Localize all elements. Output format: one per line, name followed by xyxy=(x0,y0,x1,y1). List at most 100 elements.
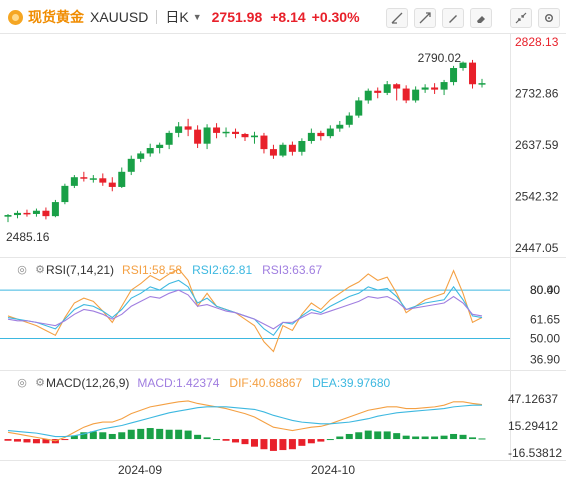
candle-body xyxy=(108,182,116,187)
price-change: +8.14 xyxy=(270,9,306,25)
settings-icon[interactable]: ⚙ xyxy=(35,377,45,389)
date-label: 2024-09 xyxy=(118,463,162,477)
macd-bar xyxy=(412,436,420,440)
rsi2-series xyxy=(7,279,483,337)
fullscreen-button[interactable] xyxy=(414,8,436,28)
eraser-icon xyxy=(477,16,485,23)
macd-bar xyxy=(317,439,325,442)
candle-body xyxy=(89,178,97,180)
candle-body xyxy=(250,135,258,138)
macd-bar xyxy=(250,439,258,447)
macd-bar xyxy=(383,431,391,440)
macd-bar xyxy=(32,439,40,444)
settings-button[interactable] xyxy=(538,8,560,28)
candle-body xyxy=(412,89,420,101)
candle-body xyxy=(156,144,164,149)
candle-body xyxy=(175,126,183,133)
draw-line-button[interactable] xyxy=(386,8,408,28)
candle-body xyxy=(345,115,353,125)
pen-button[interactable] xyxy=(442,8,464,28)
macd-bar xyxy=(203,437,211,440)
rsi3-series xyxy=(7,289,483,330)
macd-bar xyxy=(469,437,477,440)
macd-bar xyxy=(393,433,401,440)
macd-name: MACD(12,26,9) xyxy=(46,376,130,390)
period-selector[interactable]: 日K xyxy=(165,9,189,25)
candle-body xyxy=(61,185,69,203)
macd-bar xyxy=(326,439,334,441)
candle-body xyxy=(194,129,202,144)
macd-bar xyxy=(345,433,353,440)
macd-bar xyxy=(194,434,202,440)
macd-bar xyxy=(184,430,192,440)
candle-body xyxy=(450,68,458,83)
instrument-name[interactable]: 现货黄金 xyxy=(28,9,84,25)
macd-bar xyxy=(99,432,107,440)
price-axis-label: 2447.05 xyxy=(515,241,559,255)
date-label: 2024-10 xyxy=(311,463,355,477)
macd-bar xyxy=(364,430,372,440)
macd-bar xyxy=(80,432,88,440)
price-axis-label: 2637.59 xyxy=(515,138,559,152)
macd-bar xyxy=(118,432,126,440)
candle-body xyxy=(222,131,230,134)
candle-body xyxy=(279,144,287,156)
macd-bar xyxy=(127,429,135,440)
macd-bar xyxy=(213,439,221,441)
rsi-axis-label: 61.65 xyxy=(530,313,560,327)
pen-icon xyxy=(449,15,457,23)
candle-body xyxy=(469,62,477,85)
macd-bar xyxy=(70,435,78,440)
macd-bar xyxy=(232,439,240,443)
draw-line-icon xyxy=(391,12,403,24)
gold-coin-icon xyxy=(8,9,23,25)
macd-bar xyxy=(260,439,268,450)
macd-bar xyxy=(156,428,164,440)
candle-body xyxy=(326,128,334,137)
macd-bar xyxy=(478,438,486,440)
rsi-header: ◎ ⚙ RSI(7,14,21) RSI1:58.58 RSI2:62.81 R… xyxy=(0,261,332,279)
divider xyxy=(156,10,158,24)
macd-bar xyxy=(459,434,467,440)
macd-bar xyxy=(288,439,296,450)
candle-body xyxy=(42,210,50,217)
macd-bar xyxy=(241,439,249,445)
macd-bar xyxy=(355,432,363,440)
macd-header: ◎ ⚙ MACD(12,26,9) MACD:1.42374 DIF:40.68… xyxy=(0,374,400,392)
macd-bar xyxy=(175,429,183,440)
candle-body xyxy=(232,131,240,134)
macd-bar xyxy=(307,439,315,444)
rsi1-value: RSI1:58.58 xyxy=(122,263,183,277)
candle-body xyxy=(32,210,40,214)
candle-body xyxy=(298,140,306,152)
macd-bar xyxy=(146,428,154,440)
rsi2-value: RSI2:62.81 xyxy=(192,263,253,277)
macd-bar xyxy=(137,428,145,440)
rsi3-value: RSI3:63.67 xyxy=(262,263,323,277)
macd-bar xyxy=(269,439,277,451)
eye-icon[interactable]: ◎ xyxy=(17,377,27,389)
candle-body xyxy=(99,178,107,183)
rsi1-series xyxy=(7,268,483,353)
candle-body xyxy=(307,132,315,141)
chevron-down-icon[interactable]: ▼ xyxy=(192,12,202,22)
rsi-axis-label: 80.40 xyxy=(530,283,560,297)
price-axis-label: 2732.86 xyxy=(515,87,559,101)
settings-icon[interactable]: ⚙ xyxy=(35,264,45,276)
candle-body xyxy=(184,126,192,130)
rsi-axis-label: 50.00 xyxy=(530,332,560,346)
macd-axis-label: 15.29412 xyxy=(508,419,558,433)
eraser-button[interactable] xyxy=(470,8,492,28)
candle-body xyxy=(127,158,135,172)
collapse-button[interactable] xyxy=(510,8,532,28)
rsi-name: RSI(7,14,21) xyxy=(46,263,115,277)
eye-icon[interactable]: ◎ xyxy=(17,264,27,276)
instrument-symbol[interactable]: XAUUSD xyxy=(90,9,149,25)
price-axis-label: 2828.13 xyxy=(515,35,559,49)
macd-bar xyxy=(402,435,410,440)
fullscreen-icon xyxy=(419,12,431,24)
high-price-label: 2790.02 xyxy=(418,51,462,65)
candle-body xyxy=(23,212,31,215)
price-axis-label: 2542.32 xyxy=(515,190,559,204)
